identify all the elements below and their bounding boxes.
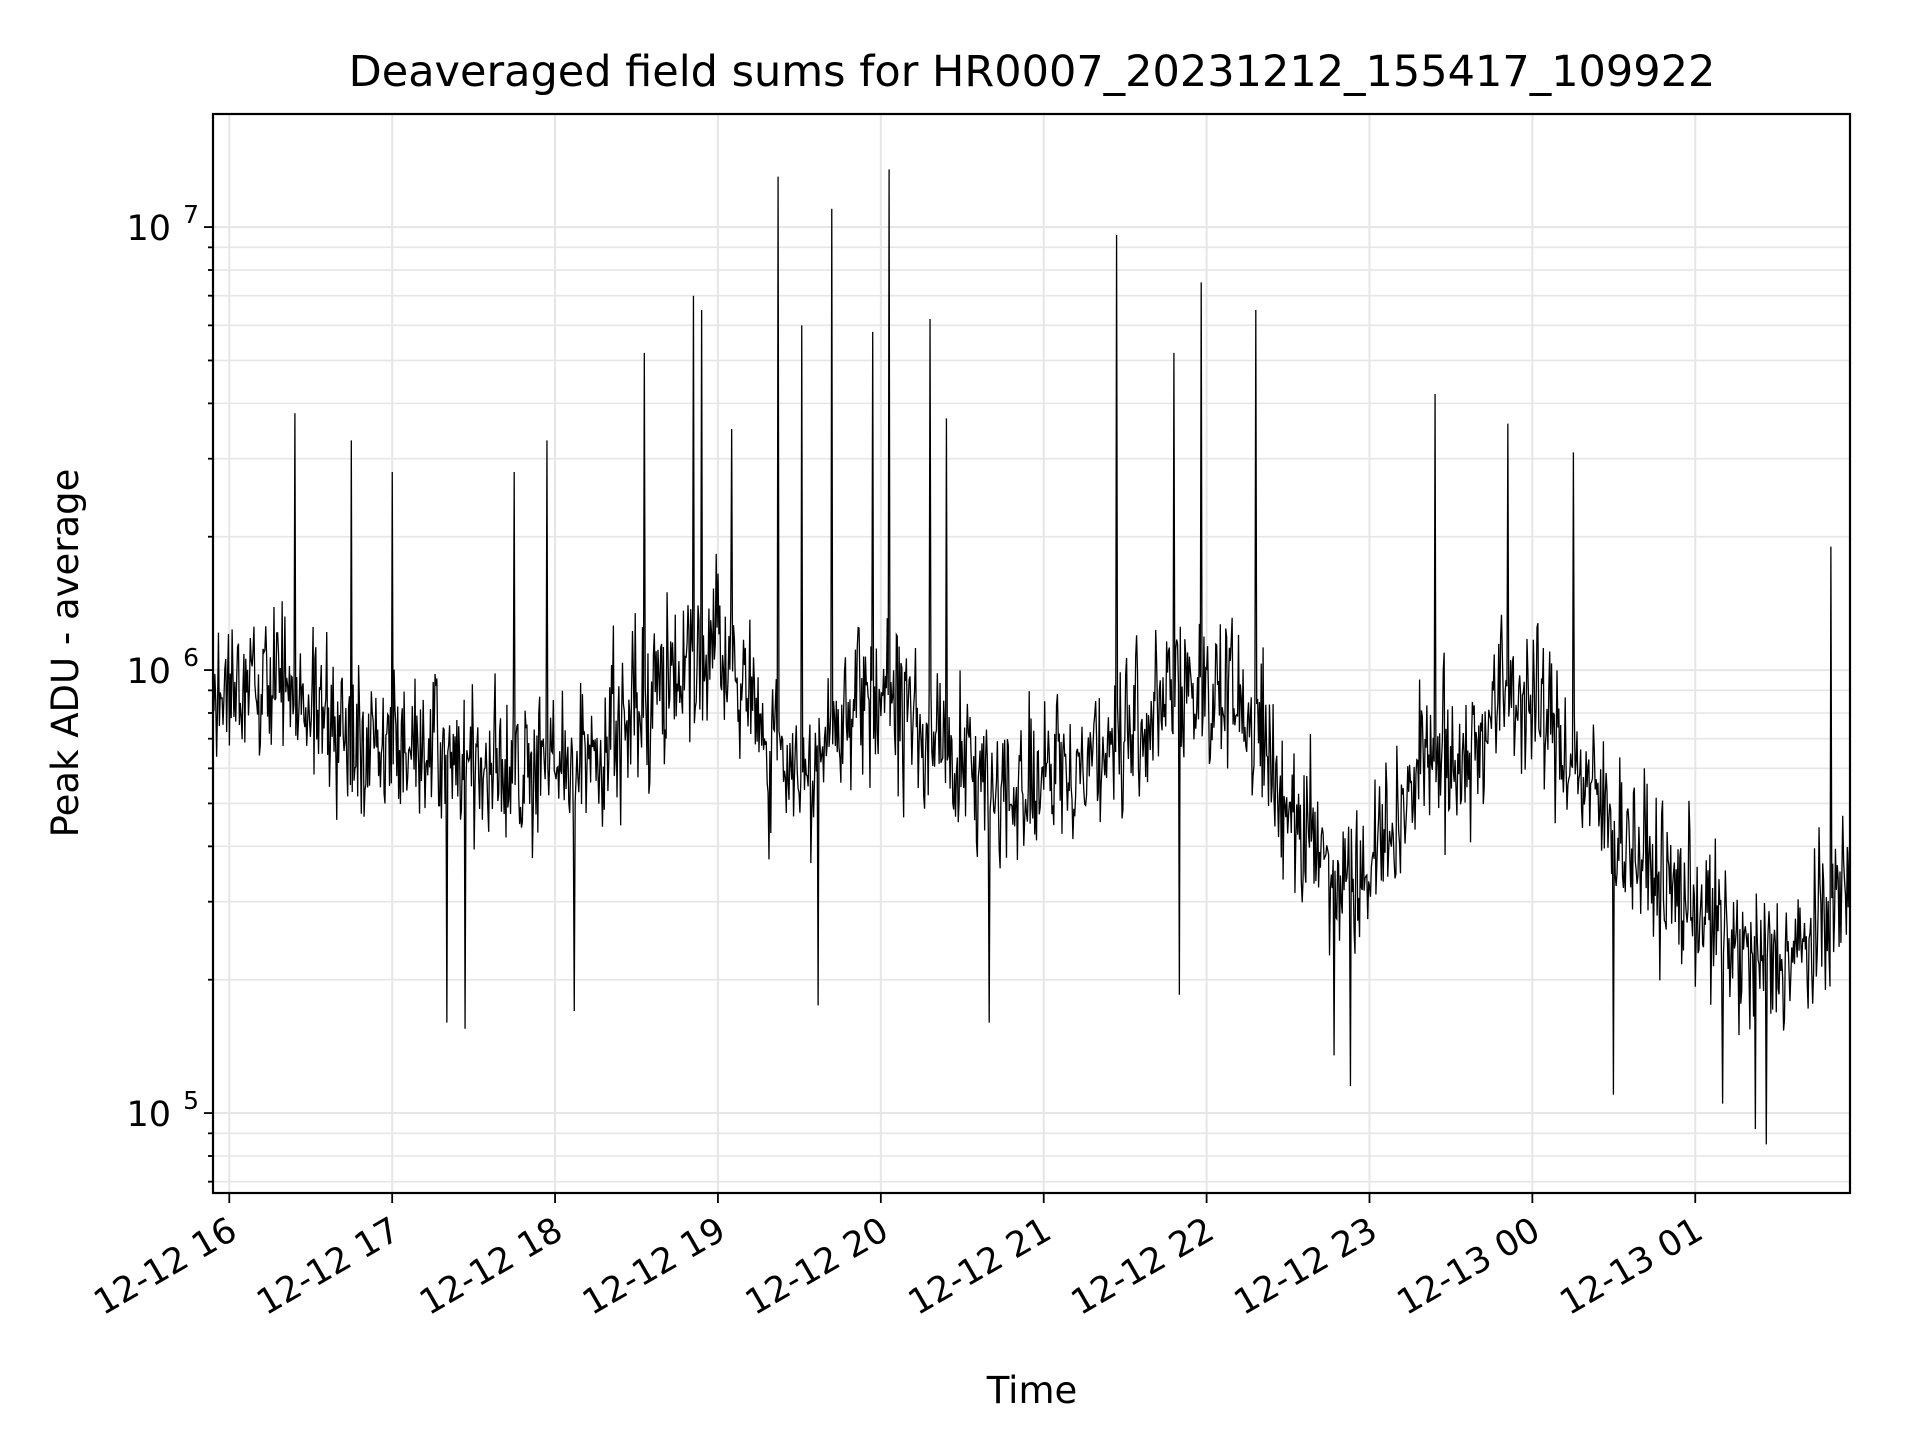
y-tick-label-exponent: 6 bbox=[183, 643, 199, 672]
series-group bbox=[212, 169, 1851, 1145]
y-tick-label-exponent: 7 bbox=[183, 200, 199, 229]
chart-title: Deaveraged field sums for HR0007_2023121… bbox=[349, 47, 1716, 97]
y-axis-label: Peak ADU - average bbox=[44, 469, 87, 838]
y-tick-label-exponent: 5 bbox=[183, 1086, 199, 1115]
y-tick-label: 10 bbox=[126, 209, 171, 249]
y-tick-label: 10 bbox=[126, 652, 171, 692]
plot-frame bbox=[211, 112, 1852, 1195]
y-tick-label: 10 bbox=[126, 1095, 171, 1135]
x-axis-label: Time bbox=[986, 1369, 1078, 1412]
y-axis: 10 5 10 6 10 7 bbox=[126, 200, 213, 1183]
series-line bbox=[212, 169, 1851, 1145]
